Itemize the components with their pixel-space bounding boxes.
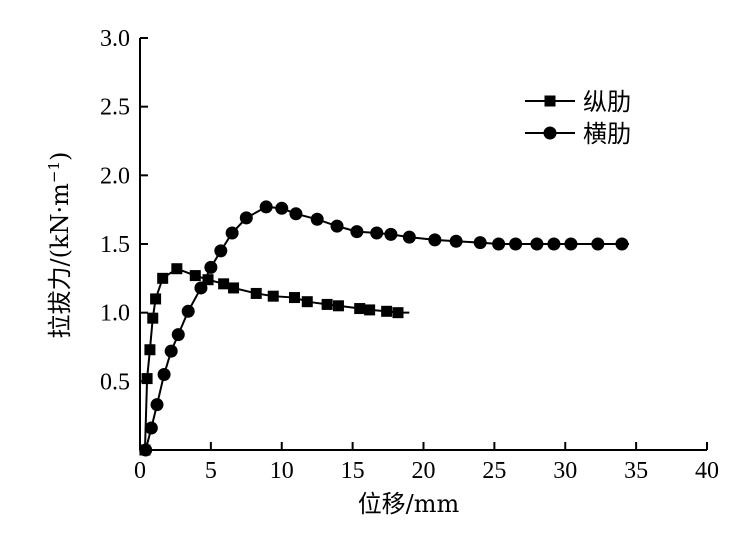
data-point-circle xyxy=(310,212,324,226)
y-tick-label: 1.0 xyxy=(100,301,130,327)
data-point-square xyxy=(321,298,333,310)
data-point-circle xyxy=(402,230,416,244)
data-point-circle xyxy=(150,398,164,412)
data-point-square xyxy=(150,293,162,305)
data-point-circle xyxy=(428,233,442,247)
data-point-square xyxy=(250,287,262,299)
legend-marker-circle xyxy=(543,126,557,140)
y-tick-label: 0.5 xyxy=(100,369,130,395)
data-point-circle xyxy=(139,443,153,457)
data-point-circle xyxy=(275,201,289,215)
x-tick-label: 5 xyxy=(205,458,217,484)
data-point-circle xyxy=(259,200,273,214)
data-point-square xyxy=(289,292,301,304)
series-square xyxy=(139,263,410,456)
data-point-square xyxy=(301,296,313,308)
data-point-square xyxy=(354,303,366,315)
x-tick-label: 30 xyxy=(553,458,577,484)
data-point-square xyxy=(364,304,376,316)
x-ticks: 0 5 10 15 20 25 30 35 40 xyxy=(134,442,719,484)
legend-label: 纵肋 xyxy=(583,88,631,116)
data-point-circle xyxy=(157,367,171,381)
data-point-circle xyxy=(171,328,185,342)
y-tick-label: 2.0 xyxy=(100,163,130,189)
data-point-circle xyxy=(194,281,208,295)
x-tick-label: 25 xyxy=(482,458,506,484)
legend-label: 横肋 xyxy=(583,120,631,148)
y-axis-title-close: ) xyxy=(46,152,74,161)
data-point-square xyxy=(141,373,153,385)
series-layer xyxy=(139,200,630,457)
data-point-square xyxy=(189,270,201,282)
data-point-square xyxy=(228,282,240,294)
data-point-circle xyxy=(530,237,544,251)
y-axis-title-main: 拉拔力/(kN·m xyxy=(46,183,74,339)
data-point-circle xyxy=(370,226,384,240)
data-point-square xyxy=(381,305,393,317)
data-point-circle xyxy=(350,225,364,239)
legend-marker-square xyxy=(544,95,556,107)
y-tick-label: 1.5 xyxy=(100,232,130,258)
x-tick-label: 40 xyxy=(695,458,719,484)
y-tick-label: 2.5 xyxy=(100,95,130,121)
x-tick-label: 20 xyxy=(412,458,436,484)
data-point-square xyxy=(267,290,279,302)
data-point-circle xyxy=(509,237,523,251)
data-point-circle xyxy=(449,234,463,248)
data-point-circle xyxy=(204,260,218,274)
data-point-square xyxy=(332,300,344,312)
y-axis-title: 拉拔力/(kN·m−1) xyxy=(45,152,74,339)
x-tick-label: 0 xyxy=(134,458,146,484)
data-point-circle xyxy=(181,304,195,318)
data-point-square xyxy=(157,272,169,284)
x-tick-label: 15 xyxy=(341,458,365,484)
data-point-circle xyxy=(225,226,239,240)
data-point-circle xyxy=(214,244,228,258)
data-point-square xyxy=(392,307,404,319)
x-tick-label: 10 xyxy=(270,458,294,484)
data-point-circle xyxy=(564,237,578,251)
y-ticks: 0.5 1.0 1.5 2.0 2.5 3.0 xyxy=(100,26,148,395)
data-point-square xyxy=(144,344,156,356)
data-point-circle xyxy=(144,421,158,435)
data-point-circle xyxy=(547,237,561,251)
data-point-square xyxy=(147,312,159,324)
data-point-circle xyxy=(330,219,344,233)
data-point-circle xyxy=(164,344,178,358)
data-point-circle xyxy=(289,207,303,221)
x-axis-title: 位移/mm xyxy=(358,490,460,518)
data-point-circle xyxy=(473,236,487,250)
series-circle xyxy=(139,200,630,457)
y-axis-title-sup: −1 xyxy=(45,161,63,183)
data-point-circle xyxy=(492,237,506,251)
data-point-square xyxy=(171,263,183,275)
data-point-square xyxy=(218,278,230,290)
data-point-circle xyxy=(384,227,398,241)
x-tick-label: 35 xyxy=(624,458,648,484)
data-point-square xyxy=(202,274,214,286)
data-point-circle xyxy=(239,211,253,225)
y-tick-label: 3.0 xyxy=(100,26,130,52)
data-point-circle xyxy=(591,237,605,251)
data-point-circle xyxy=(615,237,629,251)
